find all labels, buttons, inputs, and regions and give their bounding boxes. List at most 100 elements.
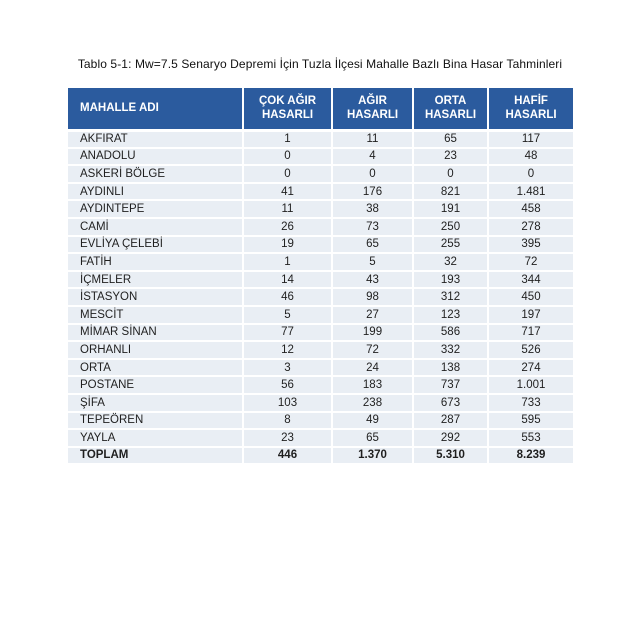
table-row: YAYLA 23 65 292 553 <box>68 429 573 448</box>
damage-count: 673 <box>412 393 488 413</box>
damage-count: 0 <box>331 165 413 184</box>
damage-count: 274 <box>487 358 573 378</box>
damage-count: 458 <box>487 200 573 219</box>
damage-count: 1.481 <box>487 182 573 202</box>
damage-count: 4 <box>331 147 413 167</box>
neighborhood-name: İSTASYON <box>68 288 243 307</box>
damage-count: 191 <box>412 200 488 219</box>
damage-count: 292 <box>412 429 488 448</box>
damage-count: 138 <box>412 358 488 378</box>
damage-table: MAHALLE ADI ÇOK AĞIR HASARLI AĞIR HASARL… <box>68 88 573 466</box>
damage-count: 0 <box>487 165 573 184</box>
neighborhood-name: İÇMELER <box>68 270 243 290</box>
header-agir-hasarli: AĞIR HASARLI <box>331 88 413 132</box>
damage-count: 176 <box>331 182 413 202</box>
damage-count: 8.239 <box>487 446 573 466</box>
table-row: TEPEÖREN 8 49 287 595 <box>68 411 573 431</box>
damage-count: 123 <box>412 305 488 325</box>
table-row: AYDINTEPE 11 38 191 458 <box>68 200 573 219</box>
damage-count: 821 <box>412 182 488 202</box>
damage-count: 238 <box>331 393 413 413</box>
damage-count: 0 <box>242 147 332 167</box>
damage-count: 1.370 <box>331 446 413 466</box>
damage-count: 48 <box>487 147 573 167</box>
damage-count: 717 <box>487 323 573 343</box>
header-cok-agir-hasarli: ÇOK AĞIR HASARLI <box>242 88 332 132</box>
table-row: AYDINLI 41 176 821 1.481 <box>68 182 573 202</box>
damage-count: 595 <box>487 411 573 431</box>
table-row: İÇMELER 14 43 193 344 <box>68 270 573 290</box>
table-row: ORHANLI 12 72 332 526 <box>68 341 573 360</box>
damage-count: 5.310 <box>412 446 488 466</box>
damage-count: 23 <box>242 429 332 448</box>
damage-count: 56 <box>242 376 332 395</box>
neighborhood-name: ANADOLU <box>68 147 243 167</box>
table-row: POSTANE 56 183 737 1.001 <box>68 376 573 395</box>
damage-count: 287 <box>412 411 488 431</box>
damage-count: 197 <box>487 305 573 325</box>
damage-count: 0 <box>242 165 332 184</box>
total-row: TOPLAM 446 1.370 5.310 8.239 <box>68 446 573 466</box>
damage-count: 32 <box>412 253 488 272</box>
damage-count: 46 <box>242 288 332 307</box>
damage-count: 0 <box>412 165 488 184</box>
damage-count: 43 <box>331 270 413 290</box>
damage-count: 103 <box>242 393 332 413</box>
damage-count: 312 <box>412 288 488 307</box>
neighborhood-name: AYDINTEPE <box>68 200 243 219</box>
damage-count: 395 <box>487 235 573 255</box>
damage-count: 8 <box>242 411 332 431</box>
damage-count: 737 <box>412 376 488 395</box>
table-row: ASKERİ BÖLGE 0 0 0 0 <box>68 165 573 184</box>
neighborhood-name: ORHANLI <box>68 341 243 360</box>
damage-count: 1 <box>242 130 332 149</box>
damage-count: 5 <box>242 305 332 325</box>
damage-count: 49 <box>331 411 413 431</box>
table-row: CAMİ 26 73 250 278 <box>68 217 573 237</box>
neighborhood-name: MİMAR SİNAN <box>68 323 243 343</box>
damage-count: 526 <box>487 341 573 360</box>
table-body: AKFIRAT 1 11 65 117 ANADOLU 0 4 23 48 ASKERİ BÖLGE… <box>68 130 573 466</box>
damage-count: 1.001 <box>487 376 573 395</box>
neighborhood-name: EVLİYA ÇELEBİ <box>68 235 243 255</box>
table-row: EVLİYA ÇELEBİ 19 65 255 395 <box>68 235 573 255</box>
damage-count: 332 <box>412 341 488 360</box>
header-hafif-hasarli: HAFİF HASARLI <box>487 88 573 132</box>
damage-count: 26 <box>242 217 332 237</box>
damage-count: 250 <box>412 217 488 237</box>
damage-count: 1 <box>242 253 332 272</box>
damage-count: 199 <box>331 323 413 343</box>
damage-count: 65 <box>331 429 413 448</box>
damage-count: 24 <box>331 358 413 378</box>
damage-count: 98 <box>331 288 413 307</box>
damage-count: 77 <box>242 323 332 343</box>
table-row: ORTA 3 24 138 274 <box>68 358 573 378</box>
table-row: İSTASYON 46 98 312 450 <box>68 288 573 307</box>
damage-count: 38 <box>331 200 413 219</box>
damage-count: 72 <box>331 341 413 360</box>
damage-count: 27 <box>331 305 413 325</box>
damage-count: 73 <box>331 217 413 237</box>
damage-count: 193 <box>412 270 488 290</box>
damage-count: 278 <box>487 217 573 237</box>
damage-count: 65 <box>412 130 488 149</box>
table-row: ŞİFA 103 238 673 733 <box>68 393 573 413</box>
damage-count: 72 <box>487 253 573 272</box>
damage-count: 14 <box>242 270 332 290</box>
table-row: MESCİT 5 27 123 197 <box>68 305 573 325</box>
damage-count: 3 <box>242 358 332 378</box>
damage-count: 344 <box>487 270 573 290</box>
damage-count: 586 <box>412 323 488 343</box>
neighborhood-name: MESCİT <box>68 305 243 325</box>
table-caption: Tablo 5-1: Mw=7.5 Senaryo Depremi İçin T… <box>77 57 563 71</box>
damage-count: 23 <box>412 147 488 167</box>
damage-count: 183 <box>331 376 413 395</box>
damage-count: 117 <box>487 130 573 149</box>
table-row: ANADOLU 0 4 23 48 <box>68 147 573 167</box>
neighborhood-name: AYDINLI <box>68 182 243 202</box>
table-row: FATİH 1 5 32 72 <box>68 253 573 272</box>
damage-count: 733 <box>487 393 573 413</box>
damage-count: 12 <box>242 341 332 360</box>
damage-count: 255 <box>412 235 488 255</box>
